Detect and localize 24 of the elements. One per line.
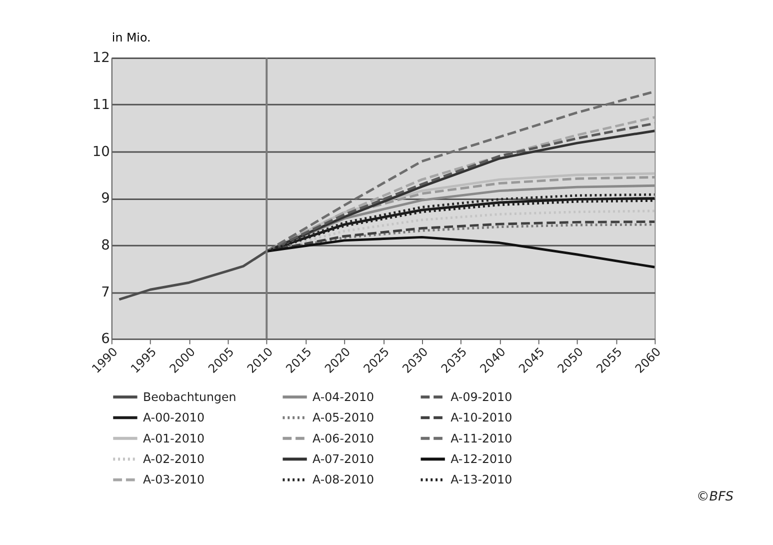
legend-label: A-09-2010 [450, 390, 512, 404]
legend-label: A-06-2010 [312, 431, 374, 446]
legend-label: A-03-2010 [142, 472, 204, 487]
y-tick-label: 9 [101, 190, 110, 207]
y-tick-label: 10 [92, 144, 110, 160]
legend-label: A-13-2010 [450, 472, 512, 487]
legend-label: A-07-2010 [312, 452, 374, 466]
y-tick-label: 6 [101, 331, 110, 348]
legend-label: A-05-2010 [312, 410, 374, 425]
legend-label: A-02-2010 [142, 452, 204, 466]
legend-label: A-00-2010 [142, 410, 204, 425]
legend-label: A-01-2010 [142, 431, 204, 446]
y-tick-label: 7 [101, 284, 110, 300]
legend-label: A-08-2010 [312, 472, 374, 487]
y-tick-label: 12 [92, 50, 110, 66]
legend-label: A-10-2010 [450, 410, 512, 425]
y-tick-label: 8 [101, 238, 110, 254]
y-tick-label: 11 [92, 97, 110, 114]
text: ©BFS [696, 490, 734, 504]
legend-label: A-11-2010 [450, 431, 512, 446]
y-axis-title: in Mio. [112, 30, 151, 45]
legend-label: Beobachtungen [142, 390, 236, 404]
legend-label: A-12-2010 [450, 452, 512, 466]
legend-label: A-04-2010 [312, 390, 374, 404]
